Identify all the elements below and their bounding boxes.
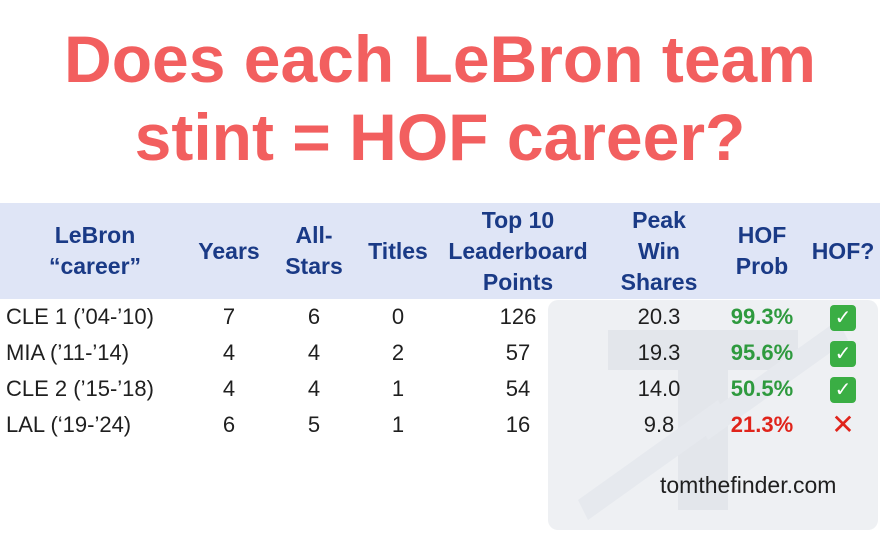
cell-top10-points: 16 [505, 412, 531, 437]
cell-years: 7 [222, 304, 236, 329]
cross-mark-icon: ✕ [831, 408, 855, 440]
check-mark-icon: ✓ [830, 304, 856, 331]
cell-top10-points: 54 [505, 376, 531, 401]
table-header-row: LeBron “career” Years All- Stars Titles To… [0, 203, 880, 299]
cell-hof-prob: 50.5% [730, 376, 794, 401]
cell-peak-win-shares: 9.8 [643, 412, 675, 437]
header-peak-win-shares: Peak Win Shares [620, 206, 698, 295]
cell-hof: ✓ [806, 299, 880, 335]
cell-peak-win-shares: 20.3 [637, 304, 681, 329]
cell-peak-win-shares: 19.3 [637, 340, 681, 365]
cell-hof: ✓ [806, 371, 880, 407]
cell-hof-prob: 95.6% [730, 340, 794, 365]
cell-years: 6 [222, 412, 236, 437]
table-header-band [0, 203, 880, 299]
cell-team: CLE 1 (’04-’10) [6, 304, 154, 329]
cell-titles: 1 [391, 412, 405, 437]
cell-peak-win-shares: 14.0 [637, 376, 681, 401]
cell-hof: ✓ [806, 335, 880, 371]
cell-all-stars: 4 [307, 376, 321, 401]
cell-all-stars: 6 [307, 304, 321, 329]
cell-all-stars: 5 [307, 412, 321, 437]
cell-all-stars: 4 [307, 340, 321, 365]
page-title: Does each LeBron team stint = HOF career… [0, 20, 880, 176]
title-line-2: stint = HOF career? [134, 100, 746, 174]
header-top10-points: Top 10 Leaderboard Points [448, 206, 588, 295]
cell-titles: 0 [391, 304, 405, 329]
cell-years: 4 [222, 376, 236, 401]
cell-years: 4 [222, 340, 236, 365]
cell-top10-points: 57 [505, 340, 531, 365]
title-line-1: Does each LeBron team [64, 22, 816, 96]
stats-table: LeBron “career” Years All- Stars Titles To… [0, 203, 880, 443]
watermark-logo [548, 300, 878, 530]
cell-team: MIA (’11-’14) [6, 340, 130, 365]
table-row: CLE 1 (’04-’10) 7 6 0 126 20.3 99.3% ✓ [0, 299, 880, 335]
cell-titles: 2 [391, 340, 405, 365]
cell-hof-prob: 99.3% [730, 304, 794, 329]
header-titles: Titles [368, 237, 428, 264]
table-row: CLE 2 (’15-’18) 4 4 1 54 14.0 50.5% ✓ [0, 371, 880, 407]
check-mark-icon: ✓ [830, 340, 856, 367]
cell-top10-points: 126 [499, 304, 537, 329]
header-career: LeBron “career” [48, 222, 142, 279]
cell-hof-prob: 21.3% [730, 412, 794, 437]
check-mark-icon: ✓ [830, 376, 856, 403]
cell-team: CLE 2 (’15-’18) [6, 376, 154, 401]
header-years: Years [198, 237, 260, 264]
header-hof: HOF? [811, 237, 875, 264]
table-row: LAL (‘19-’24) 6 5 1 16 9.8 21.3% ✕ [0, 407, 880, 443]
header-hof-prob: HOF Prob [735, 222, 789, 279]
table-row: MIA (’11-’14) 4 4 2 57 19.3 95.6% ✓ [0, 335, 880, 371]
cell-titles: 1 [391, 376, 405, 401]
header-all-stars: All- Stars [285, 222, 343, 279]
cell-team: LAL (‘19-’24) [6, 412, 132, 437]
credit-text: tomthefinder.com [660, 472, 837, 498]
cell-hof: ✕ [806, 407, 880, 443]
